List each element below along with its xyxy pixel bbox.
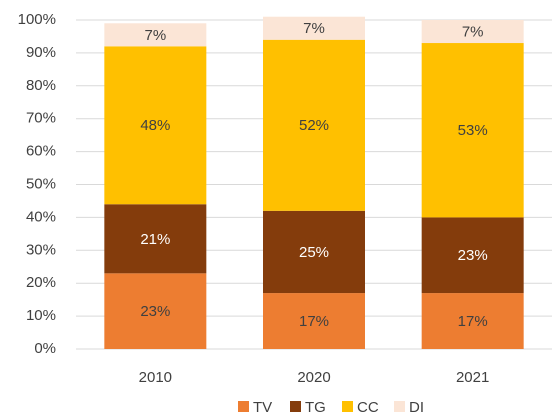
data-label: 23% <box>140 303 170 320</box>
legend-label: CC <box>357 399 379 416</box>
data-label: 21% <box>140 231 170 248</box>
y-tick-label: 70% <box>26 110 56 127</box>
data-label: 17% <box>299 313 329 330</box>
bar-segment <box>263 39 365 211</box>
bar-segment <box>263 16 365 40</box>
legend-swatch <box>394 401 405 412</box>
bar-segment <box>421 43 524 218</box>
data-label: 48% <box>140 117 170 134</box>
bar-segment <box>263 210 365 294</box>
y-tick-label: 100% <box>18 11 56 28</box>
data-label: 7% <box>144 27 166 44</box>
legend-label: TG <box>305 399 326 416</box>
data-label: 7% <box>462 23 484 40</box>
y-tick-label: 40% <box>26 208 56 225</box>
legend-swatch <box>342 401 353 412</box>
bar-segment <box>104 273 207 349</box>
bar-segment <box>421 293 524 349</box>
data-label: 53% <box>458 122 488 139</box>
data-label: 25% <box>299 244 329 261</box>
y-tick-label: 90% <box>26 44 56 61</box>
data-label: 7% <box>303 20 325 37</box>
legend-label: DI <box>409 399 424 416</box>
y-tick-label: 60% <box>26 143 56 160</box>
y-tick-label: 30% <box>26 241 56 258</box>
x-tick-label: 2021 <box>456 369 489 386</box>
bar-segment <box>104 46 207 205</box>
legend-swatch <box>238 401 249 412</box>
bar-segment <box>421 217 524 294</box>
bar-segment <box>104 23 207 47</box>
y-tick-label: 0% <box>34 340 56 357</box>
data-label: 17% <box>458 313 488 330</box>
legend-swatch <box>290 401 301 412</box>
bar-segment <box>421 20 524 44</box>
bar-segment <box>263 293 365 349</box>
y-tick-label: 10% <box>26 307 56 324</box>
data-label: 52% <box>299 117 329 134</box>
y-tick-label: 50% <box>26 175 56 192</box>
bar-segment <box>104 204 207 274</box>
x-tick-label: 2010 <box>139 369 172 386</box>
y-tick-label: 80% <box>26 77 56 94</box>
data-label: 23% <box>458 247 488 264</box>
y-tick-label: 20% <box>26 274 56 291</box>
x-tick-label: 2020 <box>297 369 330 386</box>
legend-label: TV <box>253 399 272 416</box>
